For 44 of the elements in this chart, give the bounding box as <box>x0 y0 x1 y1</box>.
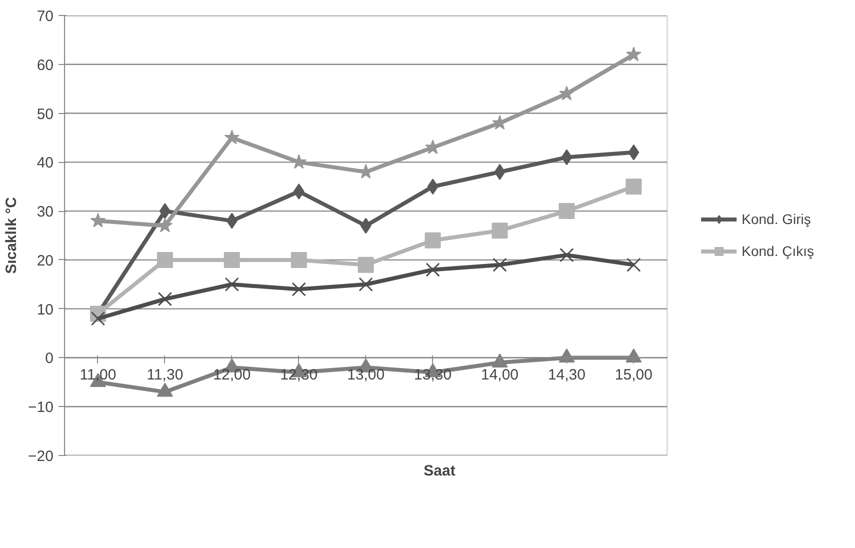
point <box>358 277 373 292</box>
y-tick-label: 70 <box>36 8 54 25</box>
point <box>290 252 307 268</box>
point <box>560 248 574 262</box>
y-tick-label: 60 <box>36 56 54 74</box>
y-tick-label: 10 <box>36 301 54 318</box>
y-tick-label: −20 <box>28 448 54 465</box>
legend-label: Kond. Giriş <box>742 211 811 227</box>
point <box>626 258 641 272</box>
x-tick-label: 14,00 <box>481 366 519 384</box>
point <box>224 130 240 144</box>
point <box>626 46 642 62</box>
point <box>424 232 441 248</box>
point <box>158 292 172 306</box>
y-tick-label: 40 <box>36 154 54 172</box>
point <box>358 256 374 273</box>
point <box>492 258 507 272</box>
x-tick-label: 11,30 <box>146 366 184 384</box>
legend-label: Kond. Çıkış <box>742 243 814 259</box>
point <box>156 252 173 268</box>
x-tick-label: 13,00 <box>347 366 385 384</box>
x-tick-label: 14,30 <box>548 366 586 384</box>
point <box>559 86 574 100</box>
point <box>90 311 106 326</box>
point <box>224 277 240 292</box>
y-tick-label: 0 <box>45 350 54 368</box>
point <box>293 184 304 200</box>
point <box>626 178 642 195</box>
y-tick-label: 50 <box>36 106 54 123</box>
y-tick-label: 20 <box>36 252 54 270</box>
x-tick-label: 12,00 <box>213 366 251 384</box>
point <box>492 222 508 239</box>
point <box>90 212 106 228</box>
point <box>224 252 240 268</box>
x-tick-label: 11,00 <box>80 366 116 384</box>
point <box>292 282 306 296</box>
y-axis-title: Sıcaklık °C <box>3 196 20 274</box>
x-tick-label: 15,00 <box>614 366 652 384</box>
y-tick-label: −10 <box>28 399 54 416</box>
y-tick-label: 30 <box>36 204 54 221</box>
point <box>426 262 440 277</box>
x-axis-title: Saat <box>424 462 456 480</box>
point <box>558 203 575 220</box>
point <box>157 218 173 232</box>
